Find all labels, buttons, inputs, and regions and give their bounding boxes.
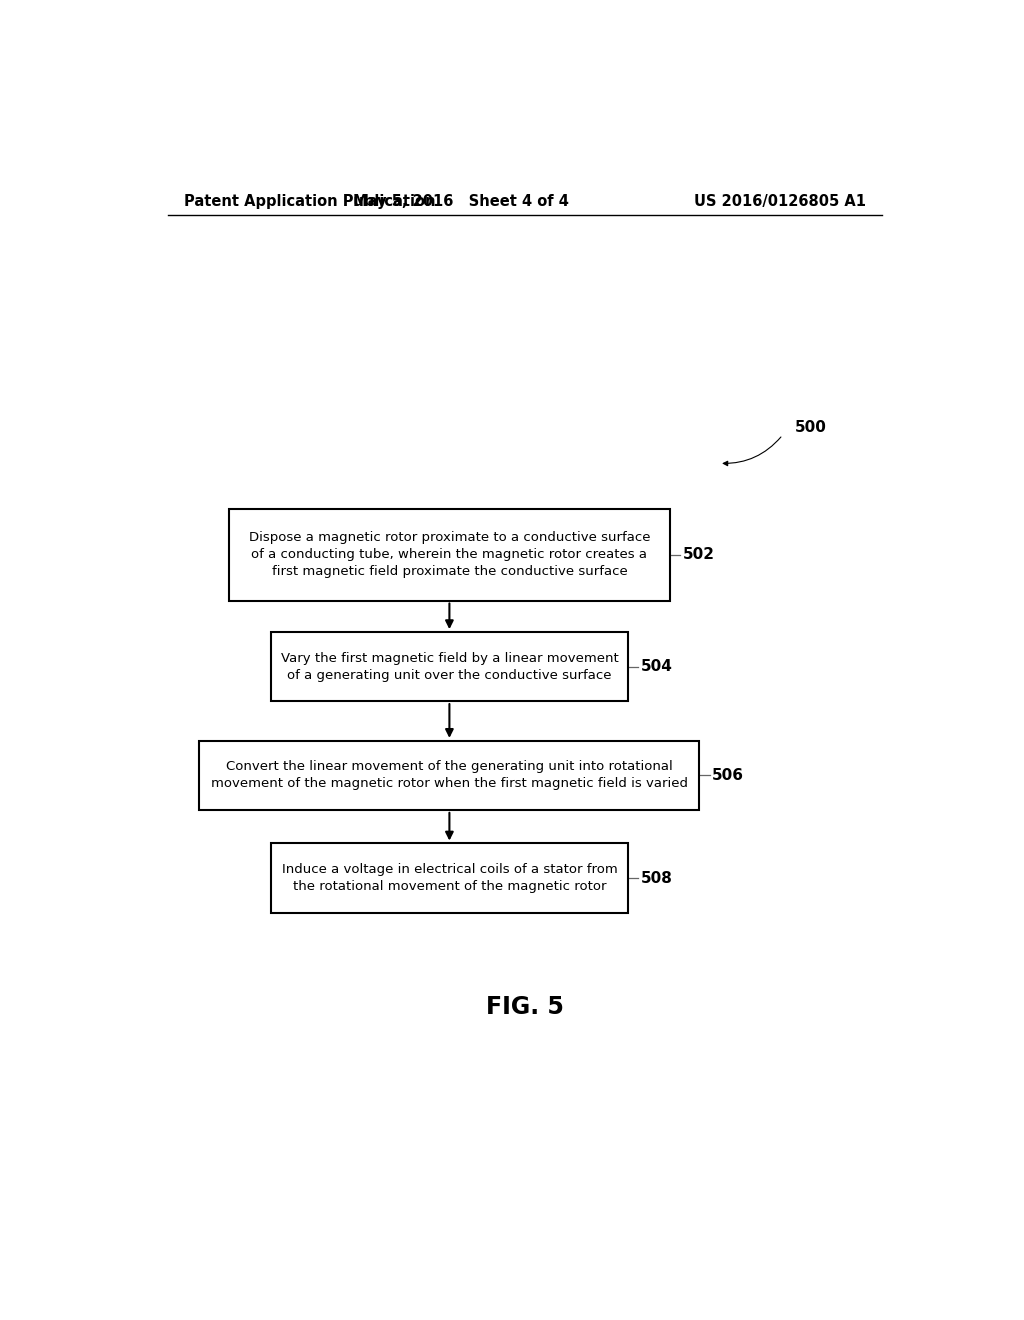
Text: 504: 504 (641, 659, 673, 675)
FancyBboxPatch shape (200, 741, 699, 810)
Text: Induce a voltage in electrical coils of a stator from
the rotational movement of: Induce a voltage in electrical coils of … (282, 863, 617, 894)
Text: Vary the first magnetic field by a linear movement
of a generating unit over the: Vary the first magnetic field by a linea… (281, 652, 618, 681)
FancyBboxPatch shape (229, 510, 670, 601)
Text: FIG. 5: FIG. 5 (485, 995, 564, 1019)
FancyBboxPatch shape (270, 843, 628, 912)
Text: 502: 502 (682, 548, 715, 562)
Text: 500: 500 (795, 420, 826, 436)
Text: US 2016/0126805 A1: US 2016/0126805 A1 (694, 194, 866, 209)
FancyArrowPatch shape (723, 437, 781, 466)
Text: Patent Application Publication: Patent Application Publication (183, 194, 435, 209)
Text: Convert the linear movement of the generating unit into rotational
movement of t: Convert the linear movement of the gener… (211, 760, 688, 791)
Text: 506: 506 (712, 768, 744, 783)
Text: Dispose a magnetic rotor proximate to a conductive surface
of a conducting tube,: Dispose a magnetic rotor proximate to a … (249, 531, 650, 578)
Text: May 5, 2016   Sheet 4 of 4: May 5, 2016 Sheet 4 of 4 (353, 194, 569, 209)
Text: 508: 508 (641, 870, 673, 886)
FancyBboxPatch shape (270, 632, 628, 701)
